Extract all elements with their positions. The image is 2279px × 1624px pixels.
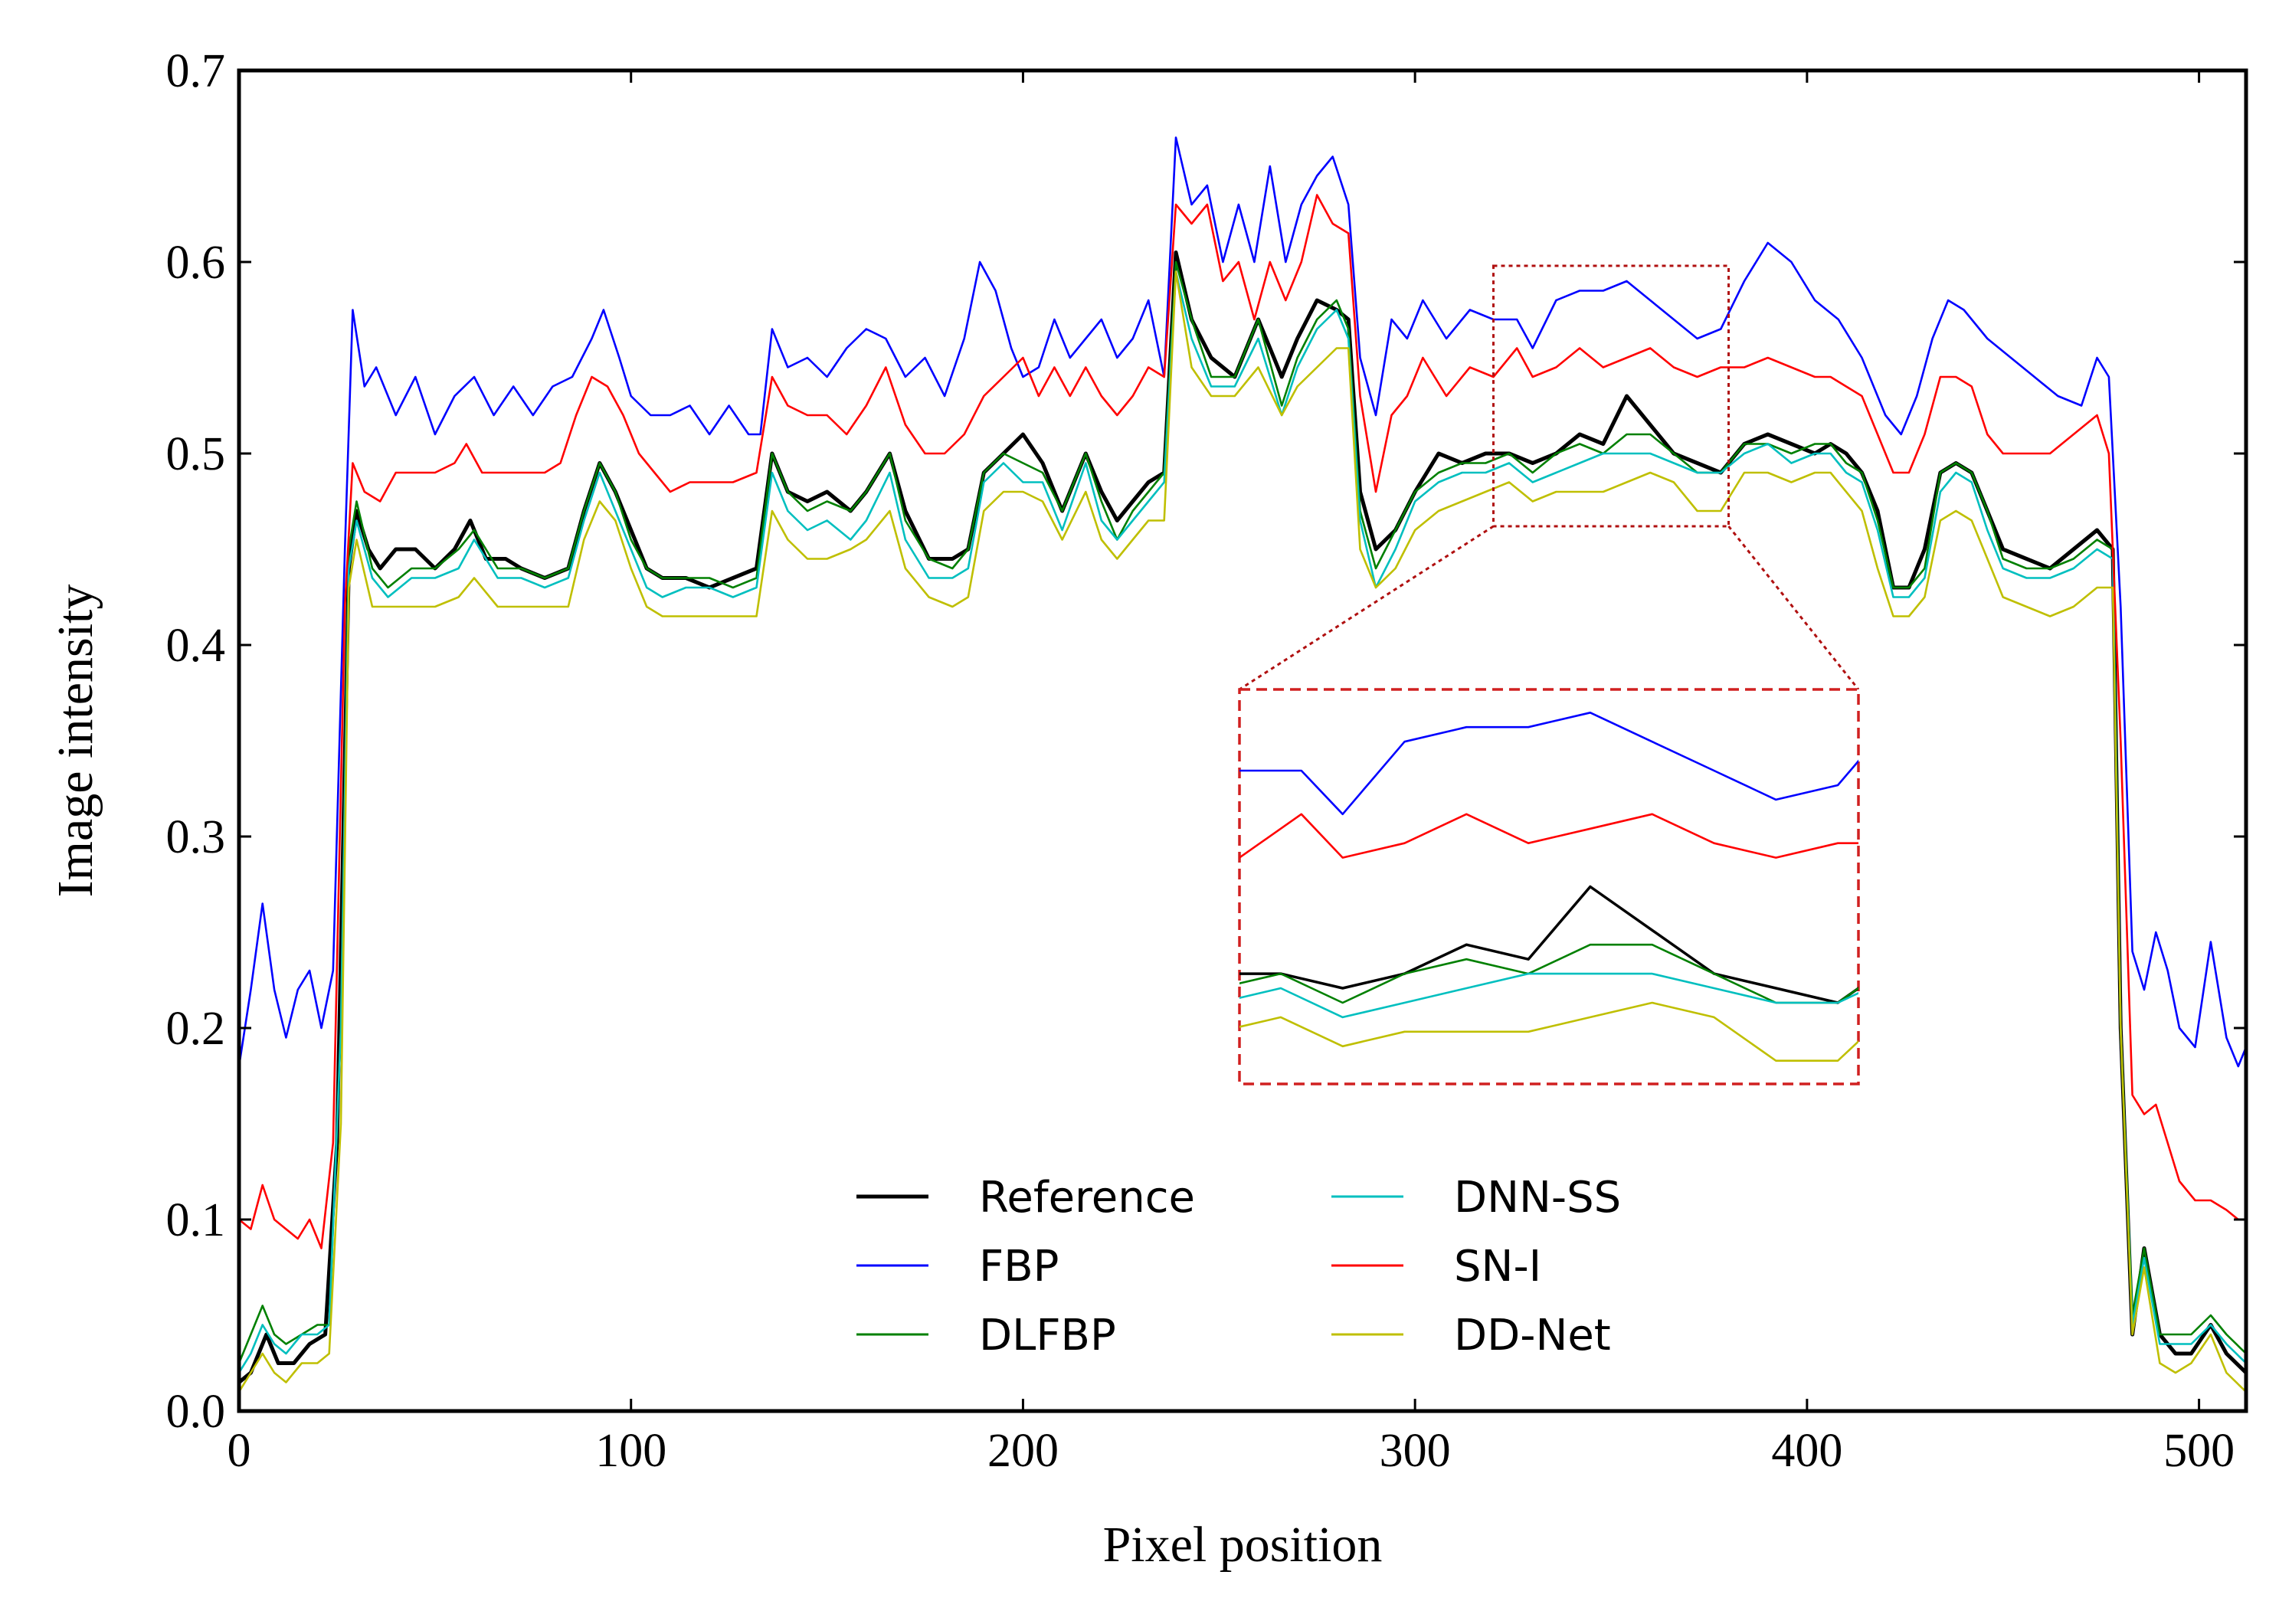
legend-label-dd-net: DD-Net xyxy=(1454,1311,1611,1360)
x-tick-label: 100 xyxy=(595,1425,666,1477)
inset-line-sn-i xyxy=(1239,813,1858,859)
x-tick-label: 200 xyxy=(987,1425,1059,1477)
series-line-dlfbp xyxy=(239,260,2246,1364)
x-tick-label: 300 xyxy=(1380,1425,1451,1477)
inset-line-dnn-ss xyxy=(1239,972,1858,1019)
y-tick-label: 0.3 xyxy=(166,811,226,863)
legend-label-fbp: FBP xyxy=(979,1242,1059,1292)
y-tick-label: 0.0 xyxy=(166,1386,226,1438)
series-line-sn-i xyxy=(239,194,2246,1249)
inset-line-reference xyxy=(1239,885,1858,1004)
legend-label-dnn-ss: DNN-SS xyxy=(1454,1173,1621,1223)
plot-frame xyxy=(237,68,2248,1413)
y-tick-label: 0.1 xyxy=(166,1194,226,1246)
x-tick-label: 500 xyxy=(2163,1425,2235,1477)
legend: Reference FBP DLFBP DNN-SS SN-I DD-Net xyxy=(856,1173,1621,1360)
legend-label-sn-i: SN-I xyxy=(1454,1242,1541,1292)
x-tick-label: 400 xyxy=(1771,1425,1842,1477)
zoom-connector-right xyxy=(1727,526,1860,690)
legend-label-reference: Reference xyxy=(979,1173,1195,1223)
series-line-dd-net xyxy=(239,270,2246,1393)
zoom-region-box xyxy=(1492,264,1731,528)
series-line-fbp xyxy=(239,136,2246,1068)
y-axis-label: Image intensity xyxy=(47,584,103,898)
y-tick-label: 0.4 xyxy=(166,620,226,672)
zoom-inset-frame xyxy=(1238,688,1860,1085)
y-tick-label: 0.2 xyxy=(166,1003,226,1055)
y-tick-label: 0.6 xyxy=(166,237,226,289)
x-tick-label: 0 xyxy=(228,1425,251,1477)
series-line-dnn-ss xyxy=(239,270,2246,1374)
inset-line-dd-net xyxy=(1239,1001,1858,1062)
inset-line-fbp xyxy=(1239,712,1858,816)
y-tick-label: 0.7 xyxy=(166,45,226,97)
x-axis-label: Pixel position xyxy=(1103,1517,1383,1573)
legend-label-dlfbp: DLFBP xyxy=(979,1311,1116,1360)
y-tick-label: 0.5 xyxy=(166,428,226,480)
